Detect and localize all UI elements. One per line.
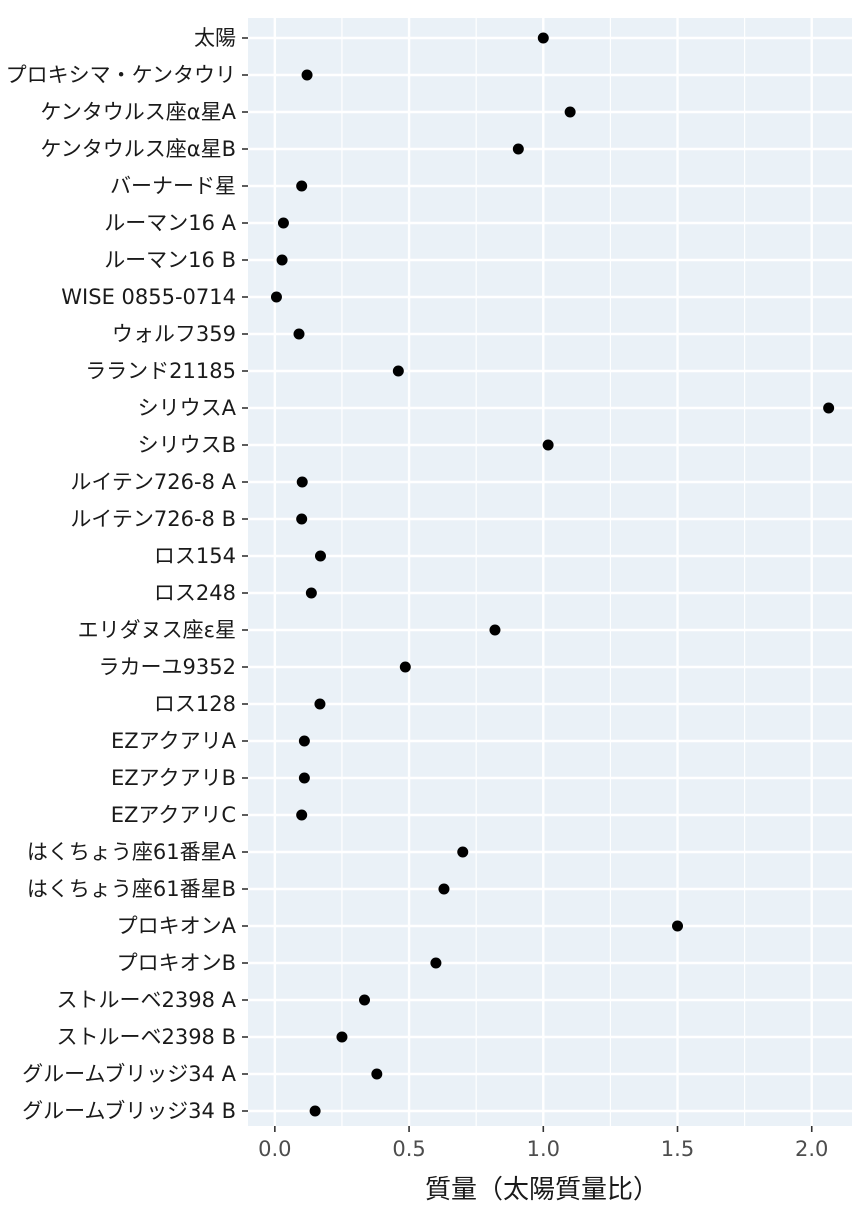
y-category-label: プロキオンB <box>117 951 236 975</box>
data-point <box>512 143 524 155</box>
y-category-label: EZアクアリB <box>111 766 236 790</box>
data-point <box>823 402 835 414</box>
x-axis: 0.0 0.5 1.0 1.5 2.0 <box>258 1126 828 1161</box>
data-point <box>270 291 282 303</box>
y-category-label: ケンタウルス座α星B <box>40 137 236 161</box>
x-tick-label: 1.0 <box>527 1137 560 1161</box>
y-category-label: ロス154 <box>154 544 236 568</box>
data-point <box>457 846 469 858</box>
minor-grid-lines <box>341 18 746 1126</box>
data-point <box>359 994 371 1006</box>
x-axis-title: 質量（太陽質量比） <box>425 1175 659 1205</box>
y-category-label: ロス128 <box>154 692 236 716</box>
x-tick-label: 2.0 <box>795 1137 828 1161</box>
data-point <box>301 69 313 81</box>
data-point <box>314 698 326 710</box>
data-point <box>438 883 450 895</box>
y-category-label: EZアクアリC <box>111 803 236 827</box>
data-point <box>305 587 317 599</box>
y-category-label: 太陽 <box>194 26 236 50</box>
data-point <box>276 254 288 266</box>
data-point <box>564 106 576 118</box>
y-category-label: グルームブリッジ34 B <box>22 1099 236 1123</box>
y-category-label: ルーマン16 B <box>104 248 236 272</box>
x-tick-label: 0.5 <box>392 1137 425 1161</box>
y-category-label: EZアクアリA <box>111 729 237 753</box>
data-point <box>296 180 308 192</box>
y-category-label: ラランド21185 <box>85 359 236 383</box>
data-point <box>430 957 442 969</box>
y-category-label: プロキオンA <box>117 914 237 938</box>
data-point <box>309 1105 321 1117</box>
x-tick-label: 1.5 <box>661 1137 694 1161</box>
y-category-label: エリダヌス座ε星 <box>78 618 236 642</box>
data-point <box>296 476 308 488</box>
data-point <box>296 513 308 525</box>
y-category-label: ロス248 <box>154 581 236 605</box>
data-point <box>537 32 549 44</box>
data-point <box>489 624 501 636</box>
y-category-label: バーナード星 <box>110 174 236 198</box>
y-category-label: ケンタウルス座α星A <box>40 100 236 124</box>
y-category-label: WISE 0855-0714 <box>61 285 236 309</box>
data-point <box>293 328 305 340</box>
data-point <box>371 1068 383 1080</box>
data-point <box>277 217 289 229</box>
y-category-label: グルームブリッジ34 A <box>22 1062 237 1086</box>
data-point <box>336 1031 348 1043</box>
y-category-label: はくちょう座61番星A <box>27 840 237 864</box>
y-category-label: ストルーベ2398 A <box>57 988 237 1012</box>
y-category-label: プロキシマ・ケンタウリ <box>6 63 236 87</box>
x-tick-label: 0.0 <box>258 1137 291 1161</box>
major-grid-lines <box>248 18 852 1126</box>
y-category-label: シリウスB <box>138 433 236 457</box>
y-category-label: ルイテン726-8 B <box>70 507 236 531</box>
data-point <box>399 661 411 673</box>
data-point <box>298 772 310 784</box>
y-axis: 太陽プロキシマ・ケンタウリケンタウルス座α星Aケンタウルス座α星Bバーナード星ル… <box>6 26 248 1123</box>
y-category-label: ラカーユ9352 <box>99 655 236 679</box>
data-point <box>542 439 554 451</box>
plot-panel <box>248 18 852 1126</box>
y-category-label: ルーマン16 A <box>104 211 236 235</box>
data-point <box>296 809 308 821</box>
data-point <box>314 550 326 562</box>
data-points <box>270 32 835 1117</box>
data-point <box>672 920 684 932</box>
data-point <box>298 735 310 747</box>
y-category-label: ストルーベ2398 B <box>56 1025 236 1049</box>
y-category-label: ウォルフ359 <box>112 322 236 346</box>
y-category-label: シリウスA <box>138 396 237 420</box>
data-point <box>392 365 404 377</box>
y-category-label: ルイテン726-8 A <box>70 470 236 494</box>
y-category-label: はくちょう座61番星B <box>27 877 236 901</box>
